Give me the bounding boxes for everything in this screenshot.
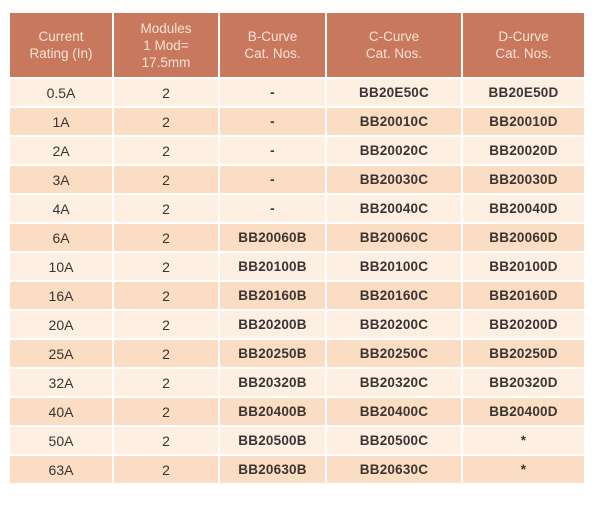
cell-current-rating: 16A [10,282,112,309]
cell-d-curve: BB20100D [463,253,584,280]
cell-current-rating: 40A [10,398,112,425]
cell-c-curve: BB20630C [327,456,461,483]
cell-modules: 2 [114,340,218,367]
table-row: 6A 2 BB20060B BB20060C BB20060D [10,224,584,251]
cell-current-rating: 3A [10,166,112,193]
cell-current-rating: 2A [10,137,112,164]
table-row: 63A 2 BB20630B BB20630C * [10,456,584,483]
cell-b-curve: BB20160B [220,282,325,309]
cell-c-curve: BB20250C [327,340,461,367]
header-row: Current Rating (In) Modules 1 Mod= 17.5m… [10,13,584,77]
cell-b-curve: - [220,195,325,222]
cell-c-curve: BB20100C [327,253,461,280]
table-row: 2A 2 - BB20020C BB20020D [10,137,584,164]
cell-modules: 2 [114,137,218,164]
cell-d-curve: BB20200D [463,311,584,338]
col-header-current-rating: Current Rating (In) [10,13,112,77]
col-header-d-curve: D-Curve Cat. Nos. [463,13,584,77]
cell-modules: 2 [114,427,218,454]
cell-c-curve: BB20060C [327,224,461,251]
cell-b-curve: BB20100B [220,253,325,280]
cell-d-curve: * [463,427,584,454]
col-header-c-curve: C-Curve Cat. Nos. [327,13,461,77]
table-row: 0.5A 2 - BB20E50C BB20E50D [10,79,584,106]
table-row: 1A 2 - BB20010C BB20010D [10,108,584,135]
cell-modules: 2 [114,166,218,193]
cell-c-curve: BB20320C [327,369,461,396]
cell-b-curve: BB20630B [220,456,325,483]
cell-modules: 2 [114,108,218,135]
table-row: 40A 2 BB20400B BB20400C BB20400D [10,398,584,425]
cell-modules: 2 [114,456,218,483]
cell-c-curve: BB20500C [327,427,461,454]
table-header: Current Rating (In) Modules 1 Mod= 17.5m… [10,13,584,77]
cell-modules: 2 [114,398,218,425]
mcb-catalog-table: Current Rating (In) Modules 1 Mod= 17.5m… [8,11,586,485]
cell-b-curve: - [220,108,325,135]
table-row: 3A 2 - BB20030C BB20030D [10,166,584,193]
cell-b-curve: BB20060B [220,224,325,251]
cell-d-curve: BB20320D [463,369,584,396]
cell-c-curve: BB20E50C [327,79,461,106]
cell-current-rating: 4A [10,195,112,222]
cell-d-curve: BB20E50D [463,79,584,106]
cell-current-rating: 20A [10,311,112,338]
cell-current-rating: 0.5A [10,79,112,106]
cell-d-curve: BB20060D [463,224,584,251]
cell-b-curve: - [220,79,325,106]
table-row: 4A 2 - BB20040C BB20040D [10,195,584,222]
cell-d-curve: BB20030D [463,166,584,193]
cell-b-curve: BB20250B [220,340,325,367]
col-header-modules: Modules 1 Mod= 17.5mm [114,13,218,77]
cell-c-curve: BB20400C [327,398,461,425]
cell-b-curve: BB20320B [220,369,325,396]
cell-d-curve: BB20160D [463,282,584,309]
cell-b-curve: BB20500B [220,427,325,454]
cell-current-rating: 10A [10,253,112,280]
cell-c-curve: BB20030C [327,166,461,193]
cell-c-curve: BB20010C [327,108,461,135]
cell-modules: 2 [114,253,218,280]
cell-b-curve: BB20400B [220,398,325,425]
cell-modules: 2 [114,195,218,222]
cell-current-rating: 50A [10,427,112,454]
table-row: 32A 2 BB20320B BB20320C BB20320D [10,369,584,396]
cell-modules: 2 [114,311,218,338]
table-row: 20A 2 BB20200B BB20200C BB20200D [10,311,584,338]
cell-current-rating: 32A [10,369,112,396]
cell-d-curve: BB20400D [463,398,584,425]
cell-d-curve: BB20010D [463,108,584,135]
cell-c-curve: BB20040C [327,195,461,222]
cell-c-curve: BB20160C [327,282,461,309]
col-header-b-curve: B-Curve Cat. Nos. [220,13,325,77]
table-body: 0.5A 2 - BB20E50C BB20E50D 1A 2 - BB2001… [10,79,584,483]
cell-modules: 2 [114,79,218,106]
cell-current-rating: 1A [10,108,112,135]
cell-d-curve: BB20020D [463,137,584,164]
cell-b-curve: - [220,137,325,164]
cell-c-curve: BB20200C [327,311,461,338]
cell-b-curve: - [220,166,325,193]
cell-modules: 2 [114,369,218,396]
table-row: 25A 2 BB20250B BB20250C BB20250D [10,340,584,367]
cell-current-rating: 25A [10,340,112,367]
cell-d-curve: BB20040D [463,195,584,222]
cell-c-curve: BB20020C [327,137,461,164]
table-row: 16A 2 BB20160B BB20160C BB20160D [10,282,584,309]
cell-current-rating: 6A [10,224,112,251]
table-row: 50A 2 BB20500B BB20500C * [10,427,584,454]
cell-modules: 2 [114,224,218,251]
cell-b-curve: BB20200B [220,311,325,338]
cell-modules: 2 [114,282,218,309]
cell-current-rating: 63A [10,456,112,483]
table-row: 10A 2 BB20100B BB20100C BB20100D [10,253,584,280]
cell-d-curve: * [463,456,584,483]
cell-d-curve: BB20250D [463,340,584,367]
